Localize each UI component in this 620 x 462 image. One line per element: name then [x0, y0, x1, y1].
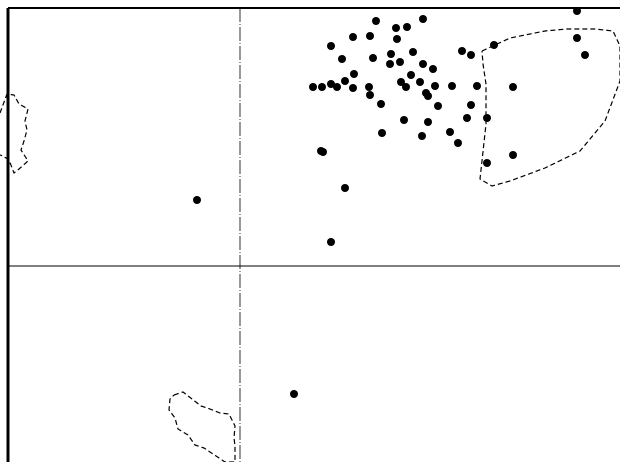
data-point-32 [397, 78, 405, 86]
data-point-34 [431, 82, 439, 90]
data-point-35 [402, 83, 410, 91]
data-point-18 [458, 47, 466, 55]
data-point-48 [483, 114, 491, 122]
data-point-9 [490, 41, 498, 49]
data-point-5 [403, 23, 411, 31]
data-point-3 [573, 7, 581, 15]
data-point-26 [349, 84, 357, 92]
data-point-33 [416, 78, 424, 86]
data-point-37 [473, 82, 481, 90]
data-point-46 [400, 116, 408, 124]
data-point-15 [386, 60, 394, 68]
data-point-53 [509, 151, 517, 159]
data-point-20 [419, 60, 427, 68]
data-point-25 [341, 77, 349, 85]
data-point-36 [448, 82, 456, 90]
data-point-6 [366, 32, 374, 40]
data-point-56 [319, 148, 327, 156]
plot-frame [6, 7, 620, 462]
data-point-22 [350, 70, 358, 78]
data-point-19 [581, 51, 589, 59]
data-point-49 [378, 129, 386, 137]
data-point-43 [434, 102, 442, 110]
data-point-44 [467, 101, 475, 109]
data-point-1 [372, 17, 380, 25]
data-point-21 [369, 54, 377, 62]
data-point-45 [424, 118, 432, 126]
region-outline-2 [0, 93, 29, 174]
region-outline-3 [168, 391, 236, 462]
data-point-30 [327, 80, 335, 88]
data-point-4 [392, 24, 400, 32]
data-point-47 [463, 114, 471, 122]
data-point-16 [396, 58, 404, 66]
region-outline-1 [479, 28, 620, 187]
data-point-28 [318, 83, 326, 91]
data-point-58 [327, 238, 335, 246]
data-point-41 [366, 91, 374, 99]
data-point-14 [338, 55, 346, 63]
data-point-60 [290, 390, 298, 398]
data-point-13 [409, 48, 417, 56]
data-point-50 [446, 128, 454, 136]
data-point-23 [429, 65, 437, 73]
data-point-27 [333, 83, 341, 91]
data-point-8 [349, 33, 357, 41]
data-point-51 [418, 132, 426, 140]
data-point-59 [193, 196, 201, 204]
data-point-10 [573, 34, 581, 42]
data-point-52 [454, 139, 462, 147]
data-point-24 [407, 71, 415, 79]
axis-lines [8, 8, 620, 462]
data-point-2 [419, 15, 427, 23]
data-point-31 [365, 83, 373, 91]
data-point-42 [377, 100, 385, 108]
data-points [193, 7, 589, 398]
data-point-55 [483, 159, 491, 167]
data-point-38 [509, 83, 517, 91]
data-point-12 [387, 50, 395, 58]
data-point-29 [309, 83, 317, 91]
data-point-57 [341, 184, 349, 192]
data-point-40 [422, 89, 430, 97]
data-point-11 [327, 42, 335, 50]
region-outlines [0, 28, 620, 462]
data-point-7 [393, 35, 401, 43]
data-point-17 [467, 51, 475, 59]
